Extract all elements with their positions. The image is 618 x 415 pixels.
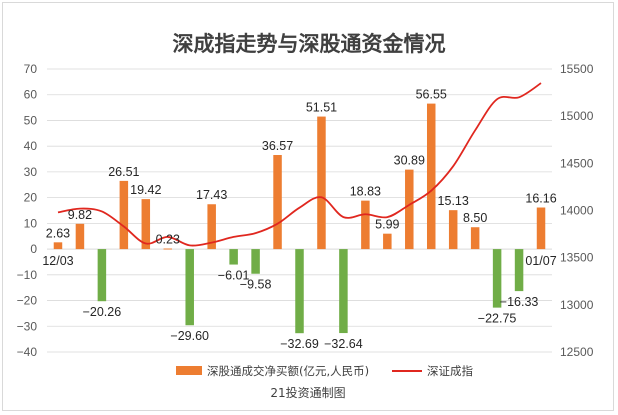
legend-bar-swatch (176, 366, 202, 375)
bar-value-label: −16.33 (500, 295, 539, 309)
left-tick-label: 70 (24, 62, 38, 76)
bar (405, 169, 414, 250)
legend-bar-label: 深股通成交净买额(亿元,人民币) (207, 364, 369, 378)
bar (317, 116, 326, 250)
bar (141, 199, 151, 250)
bar-value-label: −22.75 (478, 312, 517, 326)
bar (75, 223, 85, 250)
bar (514, 249, 524, 292)
bar-value-label: −6.01 (218, 269, 250, 283)
bar (53, 242, 63, 250)
bar-value-label: −29.60 (170, 329, 209, 343)
left-tick-label: −30 (17, 319, 38, 333)
bar (492, 249, 502, 308)
bar (536, 207, 546, 250)
bar-value-label: 16.16 (525, 192, 556, 206)
bar-value-label: −20.26 (83, 305, 122, 319)
bar (339, 249, 348, 334)
bar-value-label: 0.23 (156, 232, 180, 246)
bar (470, 227, 480, 250)
bar (426, 103, 436, 250)
chart-title: 深成指走势与深股通资金情况 (173, 32, 446, 56)
bar (97, 249, 107, 302)
left-tick-label: 60 (24, 88, 38, 102)
bar (207, 204, 216, 250)
data-labels: 2.63 9.82 −20.26 26.51 19.42 0.23 −29.60 17.43 −… (46, 88, 557, 352)
bar (448, 210, 458, 250)
bar-value-label: 8.50 (463, 211, 487, 225)
bar-series (53, 103, 546, 334)
left-tick-label: 20 (24, 191, 38, 205)
left-tick-label: 40 (24, 139, 38, 153)
bar (185, 249, 194, 326)
bar-value-label: 26.51 (108, 165, 139, 179)
right-tick-label: 13000 (560, 298, 594, 312)
bar-value-label: 5.99 (375, 218, 399, 232)
x-axis-labels: 12/03 01/07 (42, 254, 556, 268)
bar-value-label: −32.69 (280, 337, 319, 351)
legend-line-label: 深证成指 (427, 364, 473, 378)
bar (229, 249, 238, 265)
right-tick-label: 12500 (560, 345, 594, 359)
right-tick-label: 14500 (560, 156, 594, 170)
bar-value-label: 17.43 (196, 188, 227, 202)
right-tick-label: 14000 (560, 204, 594, 218)
left-tick-label: −40 (17, 345, 38, 359)
right-tick-label: 13500 (560, 251, 594, 265)
right-axis: 15500 15000 14500 14000 13500 13000 12500 (560, 62, 594, 359)
bar-value-label: 2.63 (46, 226, 70, 240)
bar-value-label: 18.83 (350, 185, 381, 199)
bar (361, 200, 370, 250)
legend: 深股通成交净买额(亿元,人民币) 深证成指 (176, 364, 473, 378)
bar (295, 249, 304, 334)
bar-value-label: 9.82 (68, 208, 92, 222)
x-label-end: 01/07 (525, 254, 556, 268)
bar-value-label: −9.58 (240, 278, 272, 292)
chart-frame (2, 2, 614, 411)
bar-value-label: 15.13 (438, 194, 469, 208)
left-tick-label: −20 (17, 294, 38, 308)
bar (273, 155, 282, 250)
bar-value-label: −32.64 (324, 337, 363, 351)
left-tick-label: −10 (17, 268, 38, 282)
left-tick-label: 10 (24, 216, 38, 230)
bar (163, 248, 173, 250)
left-tick-label: 30 (24, 165, 38, 179)
bar-value-label: 36.57 (262, 139, 293, 153)
bar-value-label: 19.42 (130, 183, 161, 197)
left-axis: 70 60 50 40 30 20 10 0 −10 −20 −30 −40 (17, 62, 38, 359)
x-label-start: 12/03 (42, 254, 73, 268)
left-tick-label: 50 (24, 113, 38, 127)
right-tick-label: 15000 (560, 109, 594, 123)
bar-value-label: 51.51 (306, 101, 337, 115)
bar-value-label: 56.55 (416, 88, 447, 102)
right-tick-label: 15500 (560, 62, 594, 76)
index-line (57, 82, 542, 247)
source-note: 21投资通制图 (270, 385, 345, 400)
bar (251, 249, 260, 274)
bar (383, 233, 392, 250)
bar (119, 180, 129, 250)
bar-value-label: 30.89 (394, 154, 425, 168)
left-tick-label: 0 (30, 242, 37, 256)
